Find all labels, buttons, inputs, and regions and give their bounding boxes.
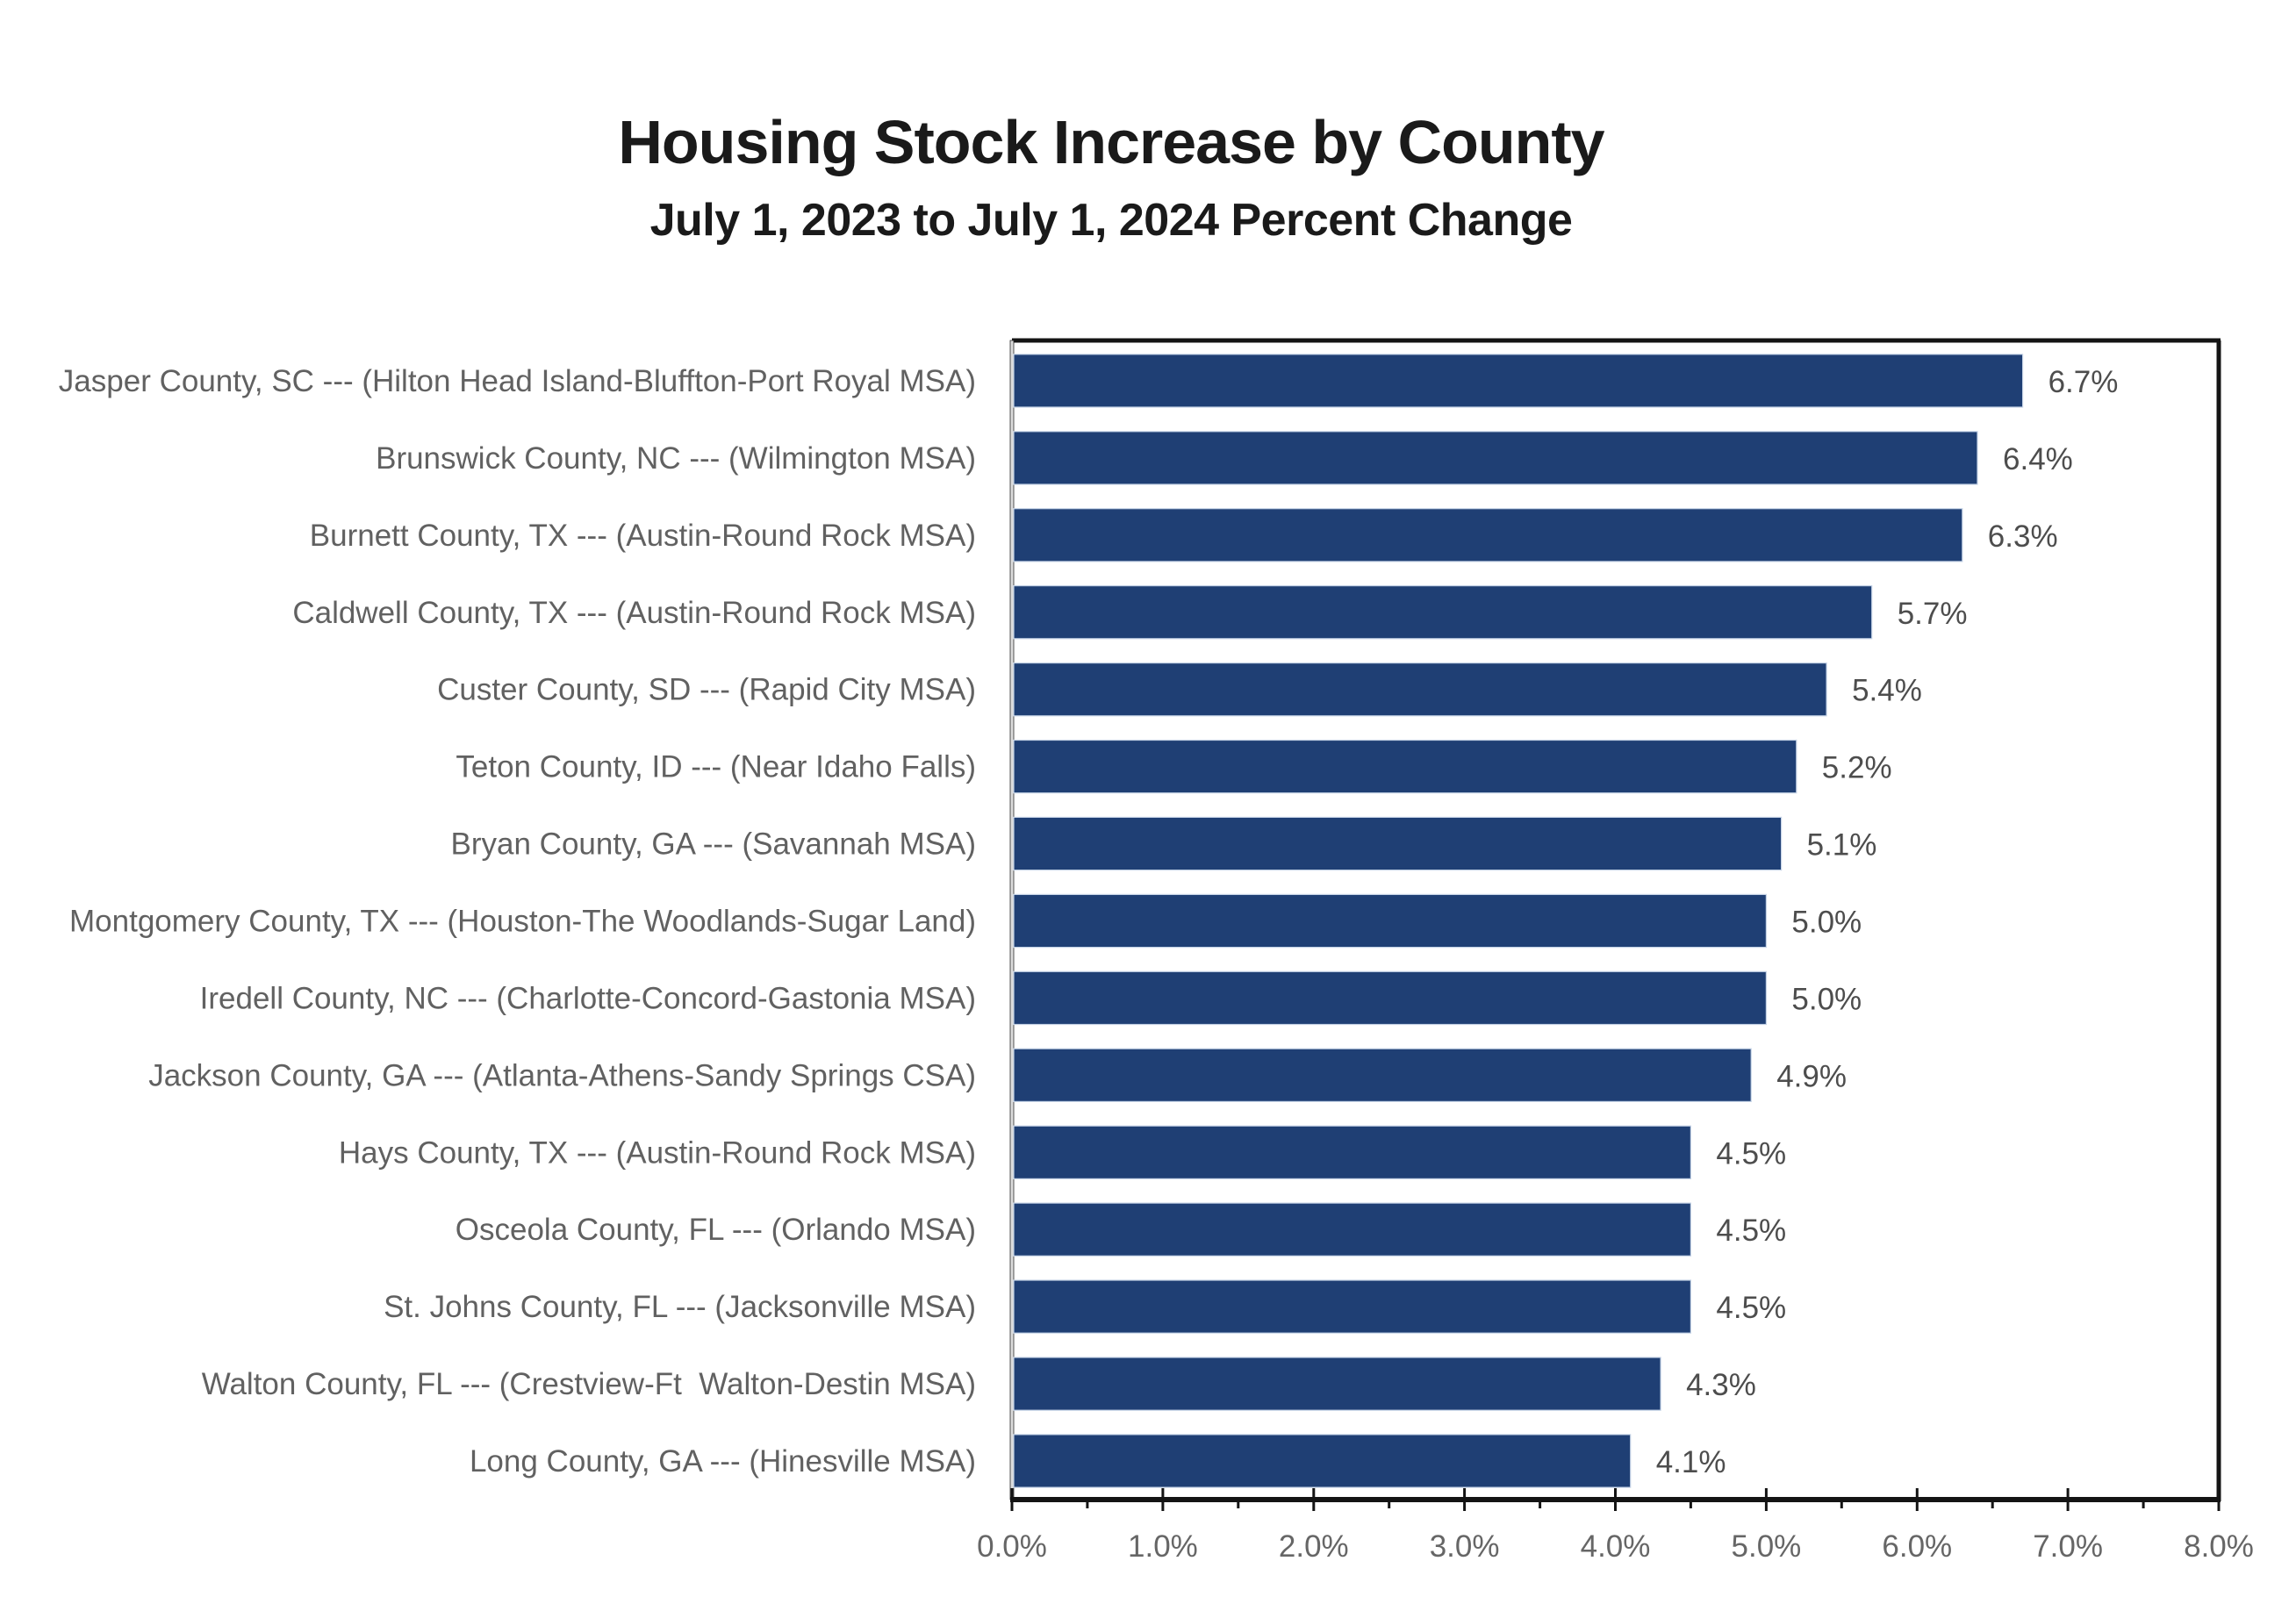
x-tick-label: 5.0% [1732, 1529, 1802, 1564]
bars-group [1013, 354, 2024, 1488]
category-label: Bryan County, GA --- (Savannah MSA) [451, 827, 976, 862]
category-label: Walton County, FL --- (Crestview-Ft Walt… [202, 1367, 976, 1401]
category-label: Jackson County, GA --- (Atlanta-Athens-S… [148, 1058, 976, 1092]
data-label: 6.3% [1988, 519, 2058, 554]
data-label: 4.9% [1776, 1059, 1847, 1093]
chart-subtitle: July 1, 2023 to July 1, 2024 Percent Cha… [650, 195, 1573, 246]
data-label: 5.0% [1791, 906, 1862, 940]
x-axis-ticks [1010, 1488, 2221, 1511]
data-label: 6.4% [2003, 442, 2073, 476]
category-label: Hays County, TX --- (Austin-Round Rock M… [339, 1135, 976, 1170]
data-label: 5.0% [1791, 982, 1862, 1016]
x-tick-label: 6.0% [1882, 1529, 1952, 1564]
data-label: 4.5% [1716, 1136, 1786, 1171]
bar [1013, 1048, 1752, 1102]
bar [1013, 584, 1873, 640]
x-tick-label: 1.0% [1128, 1529, 1198, 1564]
data-label: 4.5% [1716, 1291, 1786, 1325]
category-label: Caldwell County, TX --- (Austin-Round Ro… [292, 596, 976, 630]
category-label: St. Johns County, FL --- (Jacksonville M… [384, 1290, 976, 1324]
x-axis-tick-labels: 0.0% 1.0% 2.0% 3.0% 4.0% 5.0% 6.0% 7.0% 8.0% [977, 1529, 2254, 1564]
bar [1013, 354, 2024, 408]
data-label: 5.7% [1898, 597, 1968, 631]
x-axis: 0.0% 1.0% 2.0% 3.0% 4.0% 5.0% 6.0% 7.0% 8.0% [977, 1488, 2254, 1564]
bar [1013, 1202, 1692, 1257]
category-label: Osceola County, FL --- (Orlando MSA) [456, 1213, 976, 1247]
x-tick-label: 7.0% [2033, 1529, 2103, 1564]
category-label: Teton County, ID --- (Near Idaho Falls) [456, 750, 976, 784]
bar [1013, 1279, 1692, 1334]
data-label: 5.1% [1807, 828, 1877, 863]
data-label: 4.5% [1716, 1214, 1786, 1248]
data-label: 6.7% [2048, 365, 2119, 399]
x-tick-label: 4.0% [1581, 1529, 1651, 1564]
x-tick-label: 8.0% [2184, 1529, 2254, 1564]
category-label: Montgomery County, TX --- (Houston-The W… [69, 905, 976, 939]
bar [1013, 662, 1827, 717]
x-tick-label: 3.0% [1430, 1529, 1500, 1564]
category-labels-group: Jasper County, SC --- (Hilton Head Islan… [59, 364, 976, 1479]
data-label: 5.4% [1852, 674, 1922, 708]
bar [1013, 1434, 1632, 1488]
bar [1013, 970, 1768, 1026]
bar [1013, 1357, 1661, 1411]
bar [1013, 1125, 1692, 1179]
data-label: 4.3% [1686, 1368, 1756, 1402]
data-label: 5.2% [1822, 751, 1892, 785]
category-label: Long County, GA --- (Hinesville MSA) [470, 1444, 976, 1479]
bar [1013, 508, 1963, 562]
category-label: Burnett County, TX --- (Austin-Round Roc… [310, 519, 976, 553]
bar [1013, 739, 1797, 794]
category-label: Brunswick County, NC --- (Wilmington MSA… [376, 441, 976, 476]
plot-frame [1009, 338, 2221, 1501]
chart-title: Housing Stock Increase by County [618, 108, 1604, 176]
bar [1013, 431, 1978, 485]
category-label: Custer County, SD --- (Rapid City MSA) [437, 673, 976, 707]
category-label: Iredell County, NC --- (Charlotte-Concor… [200, 981, 976, 1015]
bar [1013, 816, 1783, 871]
data-labels-group: 6.7% 6.4% 6.3% 5.7% 5.4% 5.2% 5.1% 5.0% 5.0% 4.9%… [1656, 365, 2119, 1479]
category-label: Jasper County, SC --- (Hilton Head Islan… [59, 364, 976, 398]
x-tick-label: 0.0% [977, 1529, 1047, 1564]
bar [1013, 893, 1768, 949]
x-tick-label: 2.0% [1279, 1529, 1349, 1564]
data-label: 4.1% [1656, 1445, 1726, 1479]
